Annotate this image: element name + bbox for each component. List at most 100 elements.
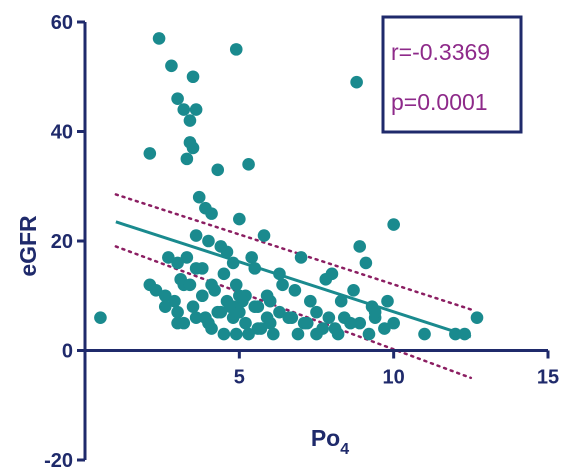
- data-point: [263, 316, 277, 330]
- data-point: [291, 327, 305, 341]
- data-point: [149, 283, 163, 297]
- data-point: [180, 251, 194, 264]
- data-point: [368, 305, 382, 319]
- data-point: [94, 311, 107, 324]
- x-tick-label: 5: [234, 367, 245, 389]
- data-point: [242, 158, 255, 171]
- data-point: [353, 240, 367, 253]
- data-point: [387, 218, 400, 231]
- data-point: [192, 190, 206, 204]
- data-point: [189, 311, 203, 324]
- data-point: [229, 43, 243, 56]
- y-tick-label: 20: [51, 231, 73, 253]
- data-point: [211, 163, 225, 177]
- data-point: [381, 294, 394, 308]
- data-point: [189, 229, 203, 242]
- data-point: [331, 327, 345, 341]
- data-point: [353, 316, 367, 330]
- data-point: [171, 305, 184, 319]
- data-point: [183, 114, 197, 127]
- data-point: [362, 327, 376, 341]
- data-point: [319, 273, 333, 286]
- data-point: [152, 32, 166, 45]
- x-axis-title-subscript: 4: [340, 441, 349, 458]
- data-point: [158, 289, 172, 303]
- data-point: [254, 322, 268, 335]
- data-point: [186, 70, 200, 84]
- correlation-r: r=-0.3369: [391, 39, 490, 65]
- data-point: [344, 316, 357, 330]
- data-point: [334, 294, 348, 308]
- data-point: [387, 316, 400, 330]
- data-point: [174, 273, 187, 286]
- data-point: [257, 229, 271, 242]
- data-point: [242, 327, 255, 341]
- data-point: [322, 311, 336, 324]
- data-point: [470, 311, 484, 324]
- data-point: [260, 289, 274, 303]
- data-point: [310, 305, 323, 319]
- data-point: [205, 207, 218, 220]
- data-point: [217, 267, 231, 281]
- data-point: [229, 278, 243, 292]
- data-point: [282, 311, 296, 324]
- data-point: [217, 327, 231, 341]
- data-point: [186, 300, 200, 314]
- data-point: [294, 251, 308, 264]
- data-point: [245, 251, 258, 264]
- data-points: [94, 32, 484, 341]
- data-point: [233, 212, 246, 226]
- data-point: [177, 103, 191, 116]
- data-point: [248, 300, 262, 314]
- axes: [77, 20, 550, 462]
- data-point: [288, 283, 302, 297]
- y-axis-title: eGFR: [15, 215, 41, 277]
- data-point: [171, 316, 184, 330]
- data-point: [236, 294, 249, 308]
- data-point: [205, 322, 218, 335]
- correlation-p: p=0.0001: [391, 89, 488, 115]
- x-tick-label: 15: [537, 367, 559, 389]
- data-point: [359, 256, 373, 270]
- data-point: [171, 92, 184, 105]
- regression-line-layer: [115, 220, 472, 339]
- confidence-band-upper: [114, 193, 473, 311]
- regression-line: [115, 220, 472, 339]
- data-point: [214, 240, 228, 253]
- data-point: [165, 59, 178, 73]
- y-tick-label: 40: [51, 122, 73, 144]
- data-point: [189, 262, 203, 275]
- data-point: [183, 278, 197, 292]
- y-tick-label: 0: [62, 341, 73, 363]
- y-tick-label: 60: [51, 12, 73, 34]
- y-tick-label: -20: [44, 450, 73, 471]
- data-point: [304, 294, 317, 308]
- data-point: [202, 234, 215, 248]
- data-point: [143, 147, 157, 160]
- x-axis-title-main: Po: [311, 425, 340, 451]
- data-point: [276, 278, 289, 292]
- data-point: [310, 327, 323, 341]
- data-point: [273, 305, 286, 319]
- data-point: [378, 322, 391, 335]
- data-point: [233, 305, 246, 319]
- data-point: [195, 289, 209, 303]
- data-point: [183, 136, 197, 149]
- data-point: [180, 152, 194, 166]
- data-point: [208, 283, 221, 297]
- x-tick-label: 10: [383, 367, 405, 389]
- x-axis-title: Po4: [311, 425, 349, 458]
- data-point: [229, 327, 243, 341]
- stats-annotation: r=-0.3369 p=0.0001: [381, 15, 523, 134]
- data-point: [189, 103, 203, 116]
- data-point: [418, 327, 431, 341]
- tick-labels: 60 40 20 0 -20 5 10 15: [44, 12, 559, 471]
- data-point: [239, 316, 252, 330]
- data-point: [347, 283, 360, 297]
- stats-annotation-box: [381, 15, 523, 134]
- data-point: [162, 251, 175, 264]
- data-point: [158, 300, 172, 314]
- data-point: [171, 256, 184, 270]
- data-point: [168, 294, 181, 308]
